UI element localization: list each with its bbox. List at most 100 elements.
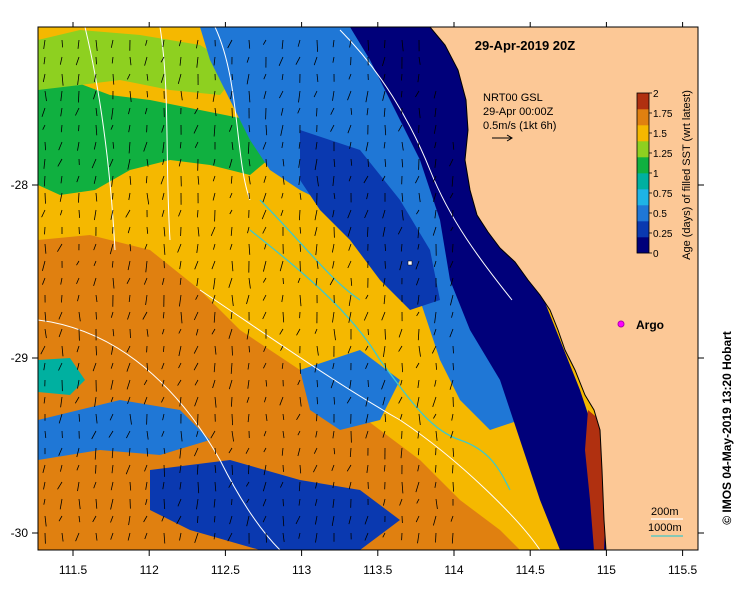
current-vector	[58, 141, 63, 151]
current-vector	[60, 90, 63, 102]
current-vector	[330, 124, 335, 132]
current-vector	[313, 464, 318, 473]
current-vector	[281, 294, 284, 303]
current-vector	[382, 430, 386, 438]
current-vector	[146, 192, 150, 205]
current-vector	[280, 124, 284, 136]
current-vector	[176, 515, 182, 525]
current-vector	[282, 498, 284, 507]
current-vector	[435, 464, 437, 473]
current-vector	[384, 158, 387, 167]
current-vector	[42, 73, 46, 83]
current-vector	[179, 141, 182, 149]
current-vector	[313, 56, 318, 66]
current-vector	[280, 107, 284, 116]
current-vector	[401, 39, 404, 52]
current-vector	[245, 481, 250, 487]
current-vector	[177, 243, 182, 253]
current-vector	[382, 56, 386, 67]
current-vector	[316, 345, 319, 356]
current-vector	[415, 515, 420, 523]
current-vector	[227, 532, 233, 542]
current-vector	[296, 328, 301, 336]
current-vector	[264, 396, 267, 403]
current-vector	[434, 481, 437, 488]
current-vector	[248, 158, 251, 167]
current-vector	[180, 90, 183, 101]
x-tick-label: 112	[140, 563, 159, 577]
current-vector	[78, 413, 80, 422]
current-vector	[196, 243, 199, 253]
current-vector	[332, 260, 335, 269]
current-vector	[346, 396, 352, 404]
current-vector	[229, 192, 233, 199]
current-vector	[415, 481, 420, 493]
current-vector	[399, 260, 403, 271]
current-vector	[245, 447, 250, 454]
current-vector	[42, 260, 46, 272]
current-vector	[417, 226, 420, 239]
current-vector	[77, 379, 80, 389]
map-title: 29-Apr-2019 20Z	[475, 38, 575, 53]
current-vector	[129, 175, 132, 185]
current-vector	[110, 39, 114, 48]
x-tick-label: 114	[444, 563, 463, 577]
current-vector	[348, 175, 352, 182]
current-vector	[401, 73, 403, 81]
current-vector	[435, 532, 437, 543]
current-vector	[145, 175, 148, 184]
isobath-1000m-lines	[249, 199, 511, 491]
current-vector	[110, 362, 114, 369]
current-vector	[60, 396, 63, 408]
colorbar-tick-label: 1.5	[653, 129, 667, 140]
current-vector	[265, 532, 267, 543]
current-vector	[330, 107, 335, 115]
current-vector	[417, 447, 420, 456]
current-vector	[383, 345, 386, 357]
x-tick-label: 113.5	[363, 563, 392, 577]
current-vector	[179, 447, 182, 459]
current-vector	[262, 141, 267, 150]
current-vector	[347, 90, 352, 101]
current-vector	[263, 447, 267, 453]
current-vector	[180, 430, 183, 442]
colorbar-tick-label: 1.75	[653, 109, 673, 120]
current-vector	[146, 90, 148, 98]
current-vector	[332, 311, 335, 323]
current-vector	[95, 464, 97, 474]
current-vector	[177, 73, 182, 85]
current-vector	[279, 90, 284, 99]
current-vector	[332, 362, 335, 369]
current-vector	[265, 158, 267, 167]
current-vector	[384, 243, 386, 252]
current-vector	[262, 192, 267, 203]
current-vector	[161, 124, 165, 133]
current-vector	[127, 158, 131, 170]
current-vector	[282, 158, 285, 167]
current-vector	[299, 294, 302, 307]
current-vector	[449, 379, 454, 390]
current-vector	[178, 328, 182, 334]
current-vector	[383, 141, 386, 149]
current-vector	[363, 175, 369, 184]
colorbar-tick-label: 2	[653, 89, 659, 100]
current-vector	[110, 124, 114, 130]
current-vector	[59, 56, 63, 65]
current-vector	[110, 532, 114, 540]
current-vector	[367, 379, 369, 388]
current-vector	[400, 243, 403, 252]
current-vector	[432, 396, 437, 408]
current-vector	[431, 345, 437, 354]
current-vector	[108, 430, 114, 438]
current-info: NRT00 GSL 29-Apr 00:00Z 0.5m/s (1kt 6h)	[483, 92, 556, 142]
current-vector	[281, 141, 284, 148]
colorbar-tick-label: 0.25	[653, 229, 673, 240]
isobath-shallow-label: 200m	[651, 506, 679, 518]
current-vector	[315, 430, 318, 438]
current-vector	[75, 532, 80, 542]
current-vector	[162, 481, 165, 490]
current-vector	[111, 260, 114, 268]
current-vector	[229, 515, 233, 525]
current-vector	[347, 226, 352, 237]
current-vector	[75, 107, 80, 116]
